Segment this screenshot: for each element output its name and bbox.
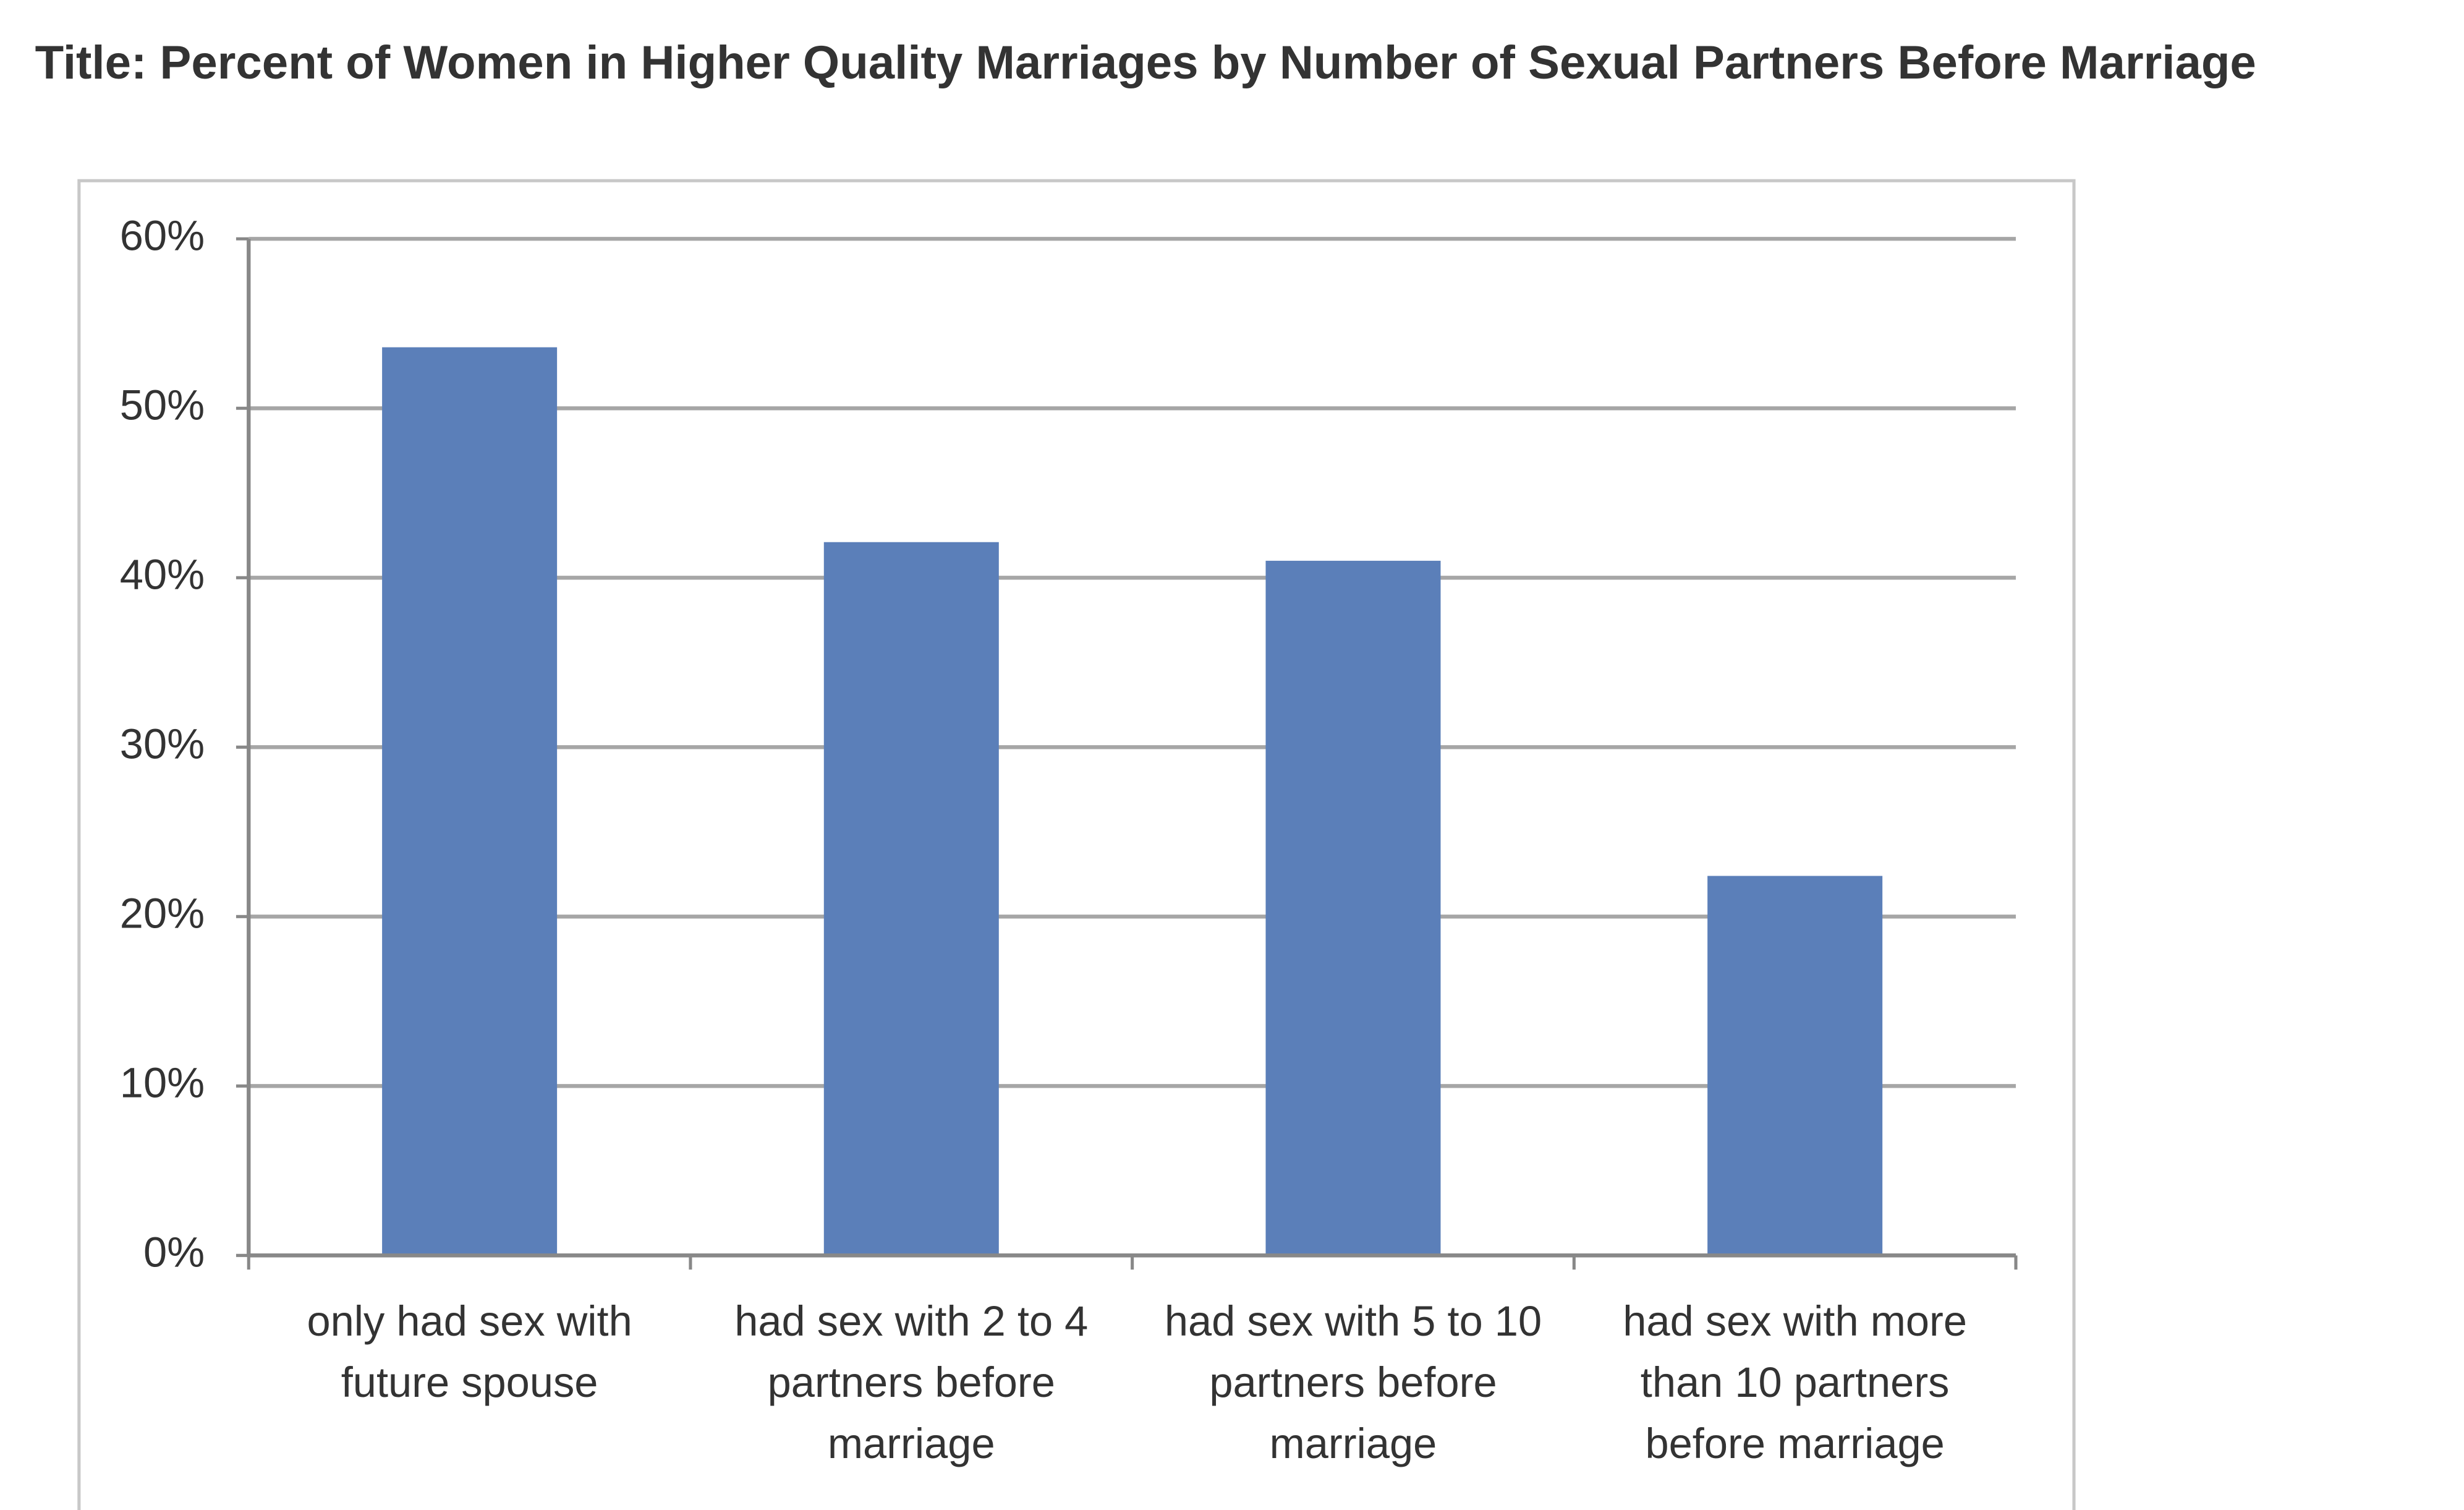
y-tick-label: 40% <box>120 550 205 598</box>
x-tick-label: only had sex with future spouse <box>307 1297 632 1407</box>
y-tick-label: 60% <box>120 211 205 259</box>
x-tick-label-box: had sex with 2 to 4 partners before marr… <box>734 1297 1089 1468</box>
y-tick-label: 50% <box>120 381 205 429</box>
bar <box>823 542 999 1256</box>
x-tick-label-box: only had sex with future spouse <box>307 1297 632 1407</box>
y-tick-label: 10% <box>120 1059 205 1106</box>
chart-title: Title: Percent of Women in Higher Qualit… <box>35 36 2256 89</box>
x-tick-label-box: had sex with more than 10 partners befor… <box>1623 1297 1968 1468</box>
x-tick-label: had sex with 5 to 10 partners before mar… <box>1164 1297 1542 1468</box>
y-tick-label: 30% <box>120 720 205 767</box>
x-tick-label-box: had sex with 5 to 10 partners before mar… <box>1164 1297 1542 1468</box>
y-tick-label: 0% <box>143 1228 205 1276</box>
bar <box>1265 560 1441 1256</box>
x-tick-label: had sex with more than 10 partners befor… <box>1623 1297 1968 1468</box>
y-tick-label: 20% <box>120 889 205 937</box>
x-tick-label: had sex with 2 to 4 partners before marr… <box>734 1297 1089 1468</box>
bar <box>382 347 558 1256</box>
bar <box>1707 876 1883 1256</box>
